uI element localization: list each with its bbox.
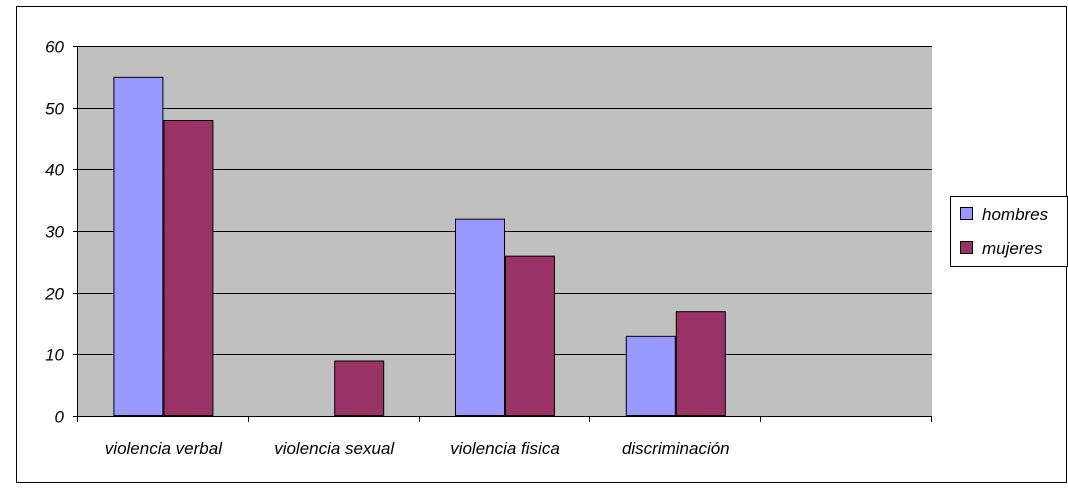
x-tick-label: violencia verbal	[105, 439, 223, 458]
bar-mujeres	[334, 360, 385, 416]
bar-hombres	[625, 335, 676, 417]
bar-mujeres	[675, 311, 726, 416]
x-tick-label: violencia sexual	[274, 439, 395, 458]
x-tick-label: violencia fisica	[450, 439, 560, 458]
y-tick-label: 0	[55, 408, 65, 427]
y-tick-label: 20	[44, 285, 64, 304]
y-tick-label: 50	[45, 100, 64, 119]
y-tick-label: 40	[45, 161, 64, 180]
bars	[113, 76, 726, 417]
legend-swatch-hombres	[960, 207, 973, 220]
bar-hombres	[113, 76, 164, 416]
bar-mujeres	[163, 120, 214, 416]
bar-hombres	[455, 218, 505, 416]
y-tick-label: 60	[45, 38, 64, 57]
y-tick-label: 30	[45, 223, 64, 242]
axes: 0 10 20 30 40 50 60 violencia verbal violencia s…	[44, 38, 932, 458]
legend: hombres mujeres	[950, 196, 1068, 267]
legend-label-hombres: hombres	[982, 205, 1049, 224]
legend-label-mujeres: mujeres	[982, 239, 1043, 258]
y-tick-label: 10	[45, 346, 64, 365]
legend-swatch-mujeres	[960, 241, 973, 254]
bar-mujeres	[505, 255, 555, 416]
x-tick-label: discriminación	[622, 439, 730, 458]
